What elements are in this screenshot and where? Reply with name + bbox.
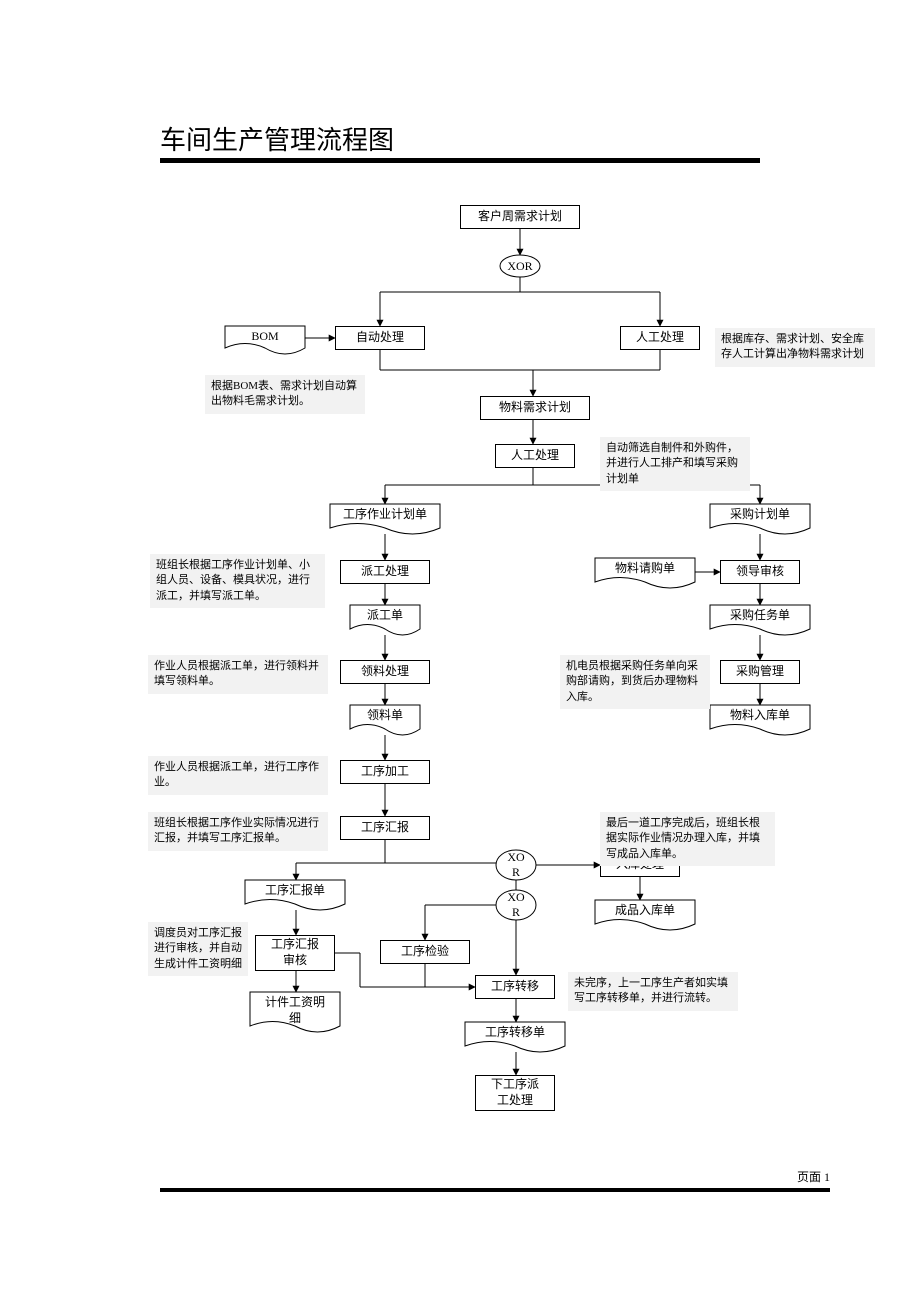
flowchart-doc-n30: 工序转移单 [465,1022,565,1052]
flowchart-doc-n25: 成品入库单 [595,900,695,930]
flowchart-doc-n17: 领料单 [350,705,420,735]
flowchart-box-n16: 采购管理 [720,660,800,684]
flowchart-box-n1: 客户周需求计划 [460,205,580,229]
flowchart-xor-n21: XOR [496,850,536,880]
flowchart-note-a3: 自动筛选自制件和外购件，并进行人工排产和填写采购计划单 [600,437,750,491]
flowchart-box-n4: 自动处理 [335,326,425,350]
flowchart-box-n15: 领料处理 [340,660,430,684]
flowchart-doc-n9: 采购计划单 [710,504,810,534]
flowchart-note-a4: 班组长根据工序作业计划单、小组人员、设备、模具状况，进行派工，并填写派工单。 [150,554,325,608]
flowchart-note-a10: 调度员对工序汇报进行审核，并自动生成计件工资明细 [148,922,248,976]
flowchart-note-a1: 根据库存、需求计划、安全库存人工计算出净物料需求计划 [715,328,875,367]
flowchart-box-n19: 工序加工 [340,760,430,784]
flowchart-box-n28: 工序转移 [475,975,555,999]
flowchart-xor-n2: XOR [500,255,540,277]
flowchart-box-n26: 工序汇报审核 [255,935,335,971]
flowchart-box-n10: 派工处理 [340,560,430,584]
flowchart-doc-n3: BOM [225,326,305,354]
flowchart-doc-n18: 物料入库单 [710,705,810,735]
footer-line [160,1188,830,1192]
flowchart-note-a5: 作业人员根据派工单，进行领料并填写领料单。 [148,655,328,694]
flowchart-doc-n29: 计件工资明细 [250,992,340,1032]
flowchart-note-a6: 机电员根据采购任务单向采购部请购，到货后办理物料入库。 [560,655,710,709]
flowchart-note-a11: 未完序，上一工序生产者如实填写工序转移单，并进行流转。 [568,972,738,1011]
flowchart-box-n7: 人工处理 [495,444,575,468]
flowchart-box-n31: 下工序派工处理 [475,1075,555,1111]
footer-page-number: 页面 1 [797,1168,830,1185]
flowchart-note-a2: 根据BOM表、需求计划自动算出物料毛需求计划。 [205,375,365,414]
flowchart-box-n27: 工序检验 [380,940,470,964]
flowchart-note-a7: 作业人员根据派工单，进行工序作业。 [148,756,328,795]
flowchart-box-n12: 领导审核 [720,560,800,584]
flowchart-note-a9: 最后一道工序完成后，班组长根据实际作业情况办理入库，并填写成品入库单。 [600,812,775,866]
flowchart-box-n20: 工序汇报 [340,816,430,840]
flowchart-xor-n24: XOR [496,890,536,920]
flowchart-note-a8: 班组长根据工序作业实际情况进行汇报，并填写工序汇报单。 [148,812,328,851]
flowchart-box-n5: 人工处理 [620,326,700,350]
flowchart-canvas: 客户周需求计划XORBOM自动处理人工处理物料需求计划人工处理工序作业计划单采购… [0,0,920,1302]
flowchart-doc-n14: 采购任务单 [710,605,810,635]
flowchart-doc-n11: 物料请购单 [595,558,695,588]
flowchart-doc-n23: 工序汇报单 [245,880,345,910]
flowchart-box-n6: 物料需求计划 [480,396,590,420]
flowchart-doc-n8: 工序作业计划单 [330,504,440,534]
flowchart-doc-n13: 派工单 [350,605,420,635]
